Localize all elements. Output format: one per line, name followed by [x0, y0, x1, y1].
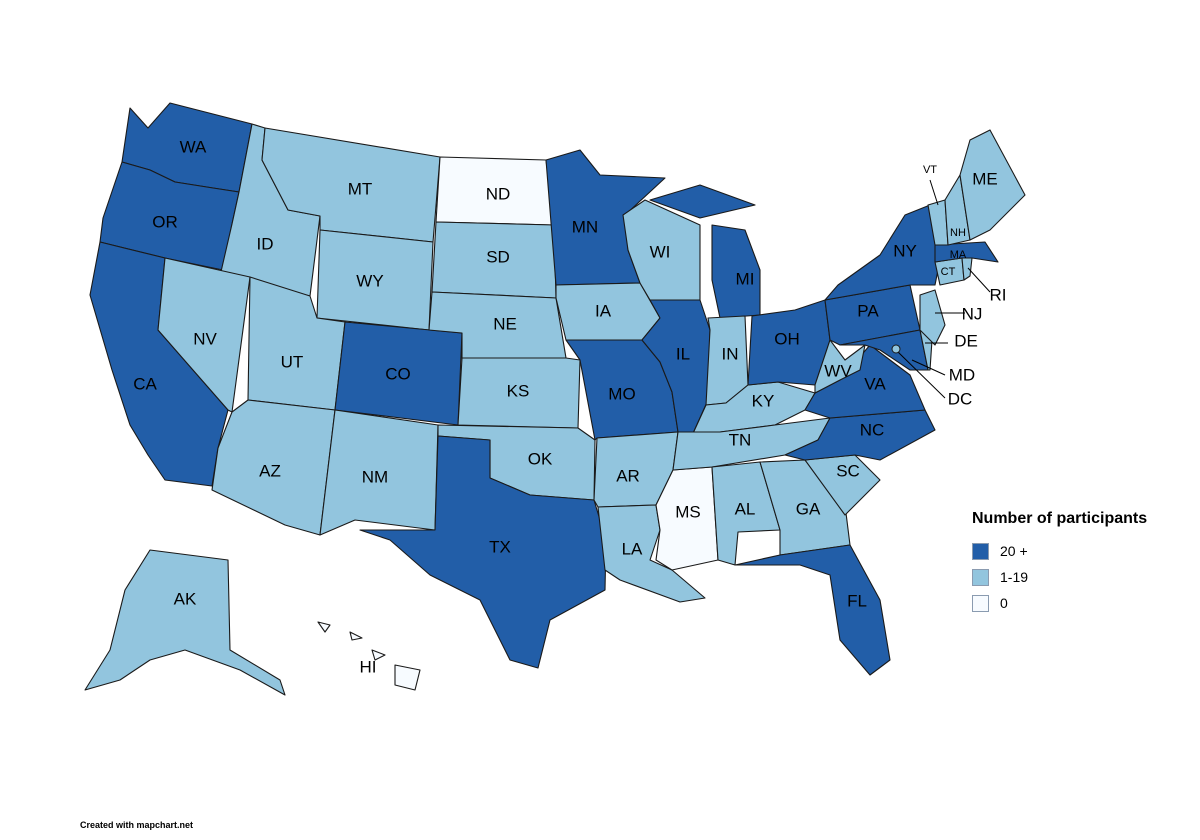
state-label-sc: SC: [836, 461, 860, 480]
state-label-ri: RI: [990, 285, 1007, 304]
state-label-ks: KS: [507, 381, 530, 400]
legend: Number of participants 20 + 1-19 0: [972, 510, 1147, 616]
state-ak: [84, 549, 286, 696]
state-label-tn: TN: [729, 430, 752, 449]
state-label-ga: GA: [796, 499, 821, 518]
state-label-sd: SD: [486, 247, 510, 266]
state-label-ky: KY: [752, 391, 775, 410]
state-label-or: OR: [152, 212, 178, 231]
state-label-ct: CT: [941, 266, 956, 278]
state-ri: [961, 257, 973, 281]
state-me: [959, 129, 1026, 241]
state-nm: [319, 409, 439, 536]
legend-item-high: 20 +: [972, 538, 1147, 564]
legend-title: Number of participants: [972, 510, 1148, 527]
state-label-me: ME: [972, 169, 998, 188]
label-leader-lines: [891, 179, 991, 399]
state-label-hi: HI: [360, 657, 377, 676]
state-fl: [734, 544, 891, 676]
state-label-nd: ND: [486, 184, 511, 203]
legend-label-high: 20 +: [1000, 543, 1028, 559]
state-label-oh: OH: [774, 329, 800, 348]
state-nj: [919, 289, 946, 346]
state-label-mn: MN: [572, 217, 598, 236]
state-nc: [784, 409, 936, 461]
state-label-wy: WY: [356, 271, 383, 290]
state-label-nv: NV: [193, 329, 217, 348]
state-label-ny: NY: [893, 241, 917, 260]
state-label-al: AL: [735, 499, 756, 518]
state-ny: [824, 204, 941, 301]
state-label-in: IN: [722, 344, 739, 363]
legend-swatch-mid: [972, 568, 989, 586]
legend-item-zero: 0: [972, 590, 1147, 616]
state-ks: [457, 357, 581, 429]
state-label-nm: NM: [362, 467, 388, 486]
state-label-wv: WV: [824, 361, 852, 380]
state-label-tx: TX: [489, 537, 511, 556]
state-label-mo: MO: [608, 384, 635, 403]
legend-swatch-high: [972, 542, 989, 560]
state-label-wi: WI: [650, 242, 671, 261]
state-label-ms: MS: [675, 502, 701, 521]
state-label-vt: VT: [923, 164, 937, 176]
state-ma: [934, 241, 999, 263]
state-az: [211, 399, 336, 536]
state-label-nc: NC: [860, 420, 885, 439]
state-label-ok: OK: [528, 449, 553, 468]
state-hi: [317, 621, 421, 691]
state-wv: [814, 339, 866, 394]
state-label-va: VA: [864, 374, 886, 393]
state-tx: [359, 435, 607, 669]
state-label-la: LA: [622, 539, 643, 558]
legend-label-zero: 0: [1000, 595, 1008, 611]
state-label-md: MD: [949, 365, 975, 384]
state-label-nj: NJ: [962, 304, 983, 323]
state-label-id: ID: [257, 234, 274, 253]
credit-text: Created with mapchart.net: [80, 820, 194, 830]
state-label-pa: PA: [857, 301, 879, 320]
state-label-co: CO: [385, 364, 411, 383]
state-label-wa: WA: [180, 137, 207, 156]
state-label-de: DE: [954, 331, 978, 350]
legend-item-mid: 1-19: [972, 564, 1147, 590]
state-label-ca: CA: [133, 374, 157, 393]
legend-label-mid: 1-19: [1000, 569, 1029, 585]
state-label-nh: NH: [950, 227, 966, 239]
state-label-ak: AK: [174, 589, 197, 608]
legend-swatch-zero: [972, 594, 989, 612]
state-label-ma: MA: [950, 249, 967, 261]
state-label-il: IL: [676, 344, 690, 363]
state-label-ia: IA: [595, 301, 612, 320]
state-nv: [157, 257, 251, 413]
state-label-az: AZ: [259, 461, 281, 480]
state-label-ut: UT: [281, 352, 304, 371]
state-label-mi: MI: [736, 269, 755, 288]
state-label-ne: NE: [493, 314, 517, 333]
state-label-ar: AR: [616, 466, 640, 485]
state-label-fl: FL: [847, 591, 867, 610]
state-label-mt: MT: [348, 179, 373, 198]
state-label-dc: DC: [948, 389, 973, 408]
